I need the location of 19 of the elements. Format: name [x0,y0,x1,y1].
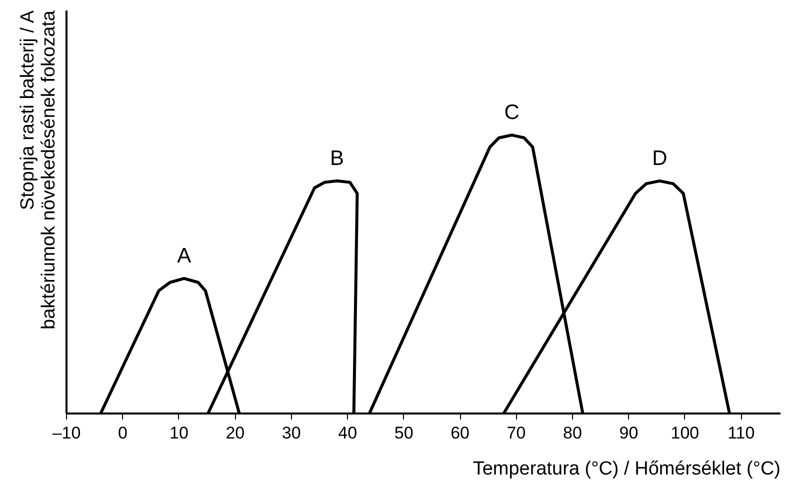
x-tick-label: 60 [450,424,470,442]
series-label: A [177,244,192,268]
x-tick-label: 30 [282,424,301,442]
x-tick-label: 20 [226,424,245,442]
x-tick-label: 80 [563,424,582,442]
x-tick-label: 50 [394,424,414,442]
series-label: C [504,101,520,124]
x-tick-label: 90 [619,424,638,442]
x-tick-label: 0 [118,424,128,442]
x-tick-label: 110 [728,424,755,442]
x-tick-label: 10 [169,424,188,442]
series-label: D [652,146,668,170]
series-label: B [330,146,344,170]
x-tick-label: –10 [52,424,81,442]
x-tick-label: 100 [670,424,700,442]
x-tick-label: 70 [506,424,526,442]
x-tick-label: 40 [338,424,358,442]
x-axis-title: Temperatura (°C) / Hőmérséklet (°C) [472,458,780,480]
y-axis-title: Stopnja rasti bakterij / A baktériumok növekedésének fokozata [18,10,60,330]
